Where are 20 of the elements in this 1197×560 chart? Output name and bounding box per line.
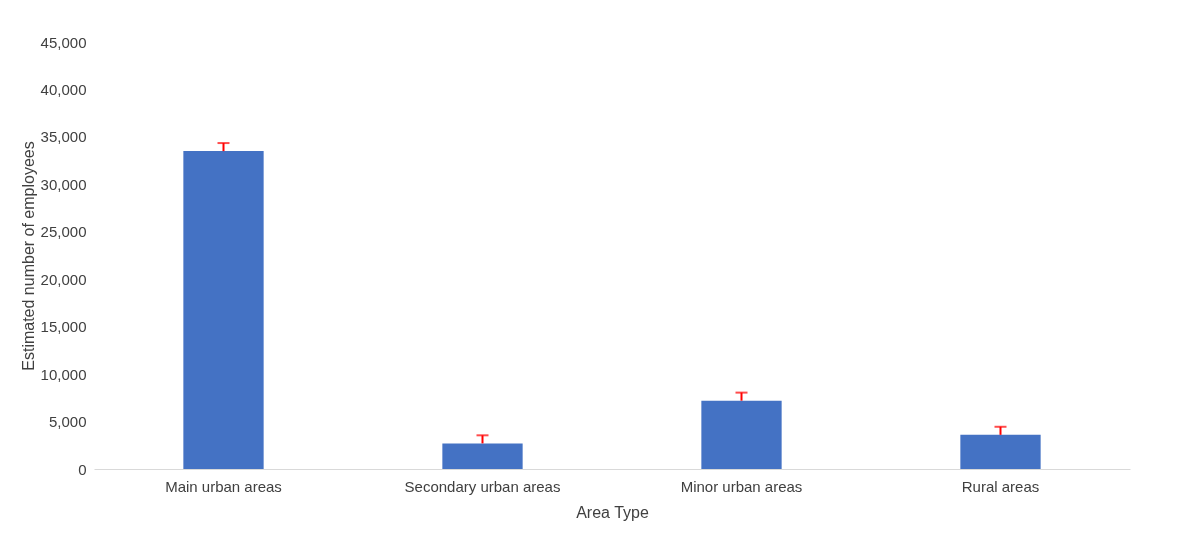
x-tick-label: Minor urban areas — [680, 477, 803, 495]
y-tick-label: 10,000 — [40, 365, 87, 383]
y-tick-label: 30,000 — [40, 175, 87, 193]
y-tick-label: 0 — [78, 460, 87, 478]
y-tick-label: 40,000 — [40, 80, 87, 98]
y-tick-label: 45,000 — [40, 33, 87, 51]
y-tick-label: 35,000 — [40, 128, 87, 146]
y-tick-label: 20,000 — [40, 270, 87, 288]
y-tick-label: 15,000 — [40, 318, 87, 336]
y-tick-label: 25,000 — [40, 223, 87, 241]
y-axis-title: Estimated number of employees — [19, 141, 37, 371]
bar — [701, 400, 782, 469]
x-tick-label: Secondary urban areas — [404, 477, 561, 495]
bar — [442, 443, 523, 469]
x-tick-label: Main urban areas — [165, 477, 282, 495]
x-tick-label: Rural areas — [961, 477, 1040, 495]
bar — [183, 151, 264, 469]
y-tick-label: 5,000 — [48, 413, 87, 431]
bar — [960, 434, 1041, 469]
x-axis-title: Area Type — [576, 503, 649, 521]
